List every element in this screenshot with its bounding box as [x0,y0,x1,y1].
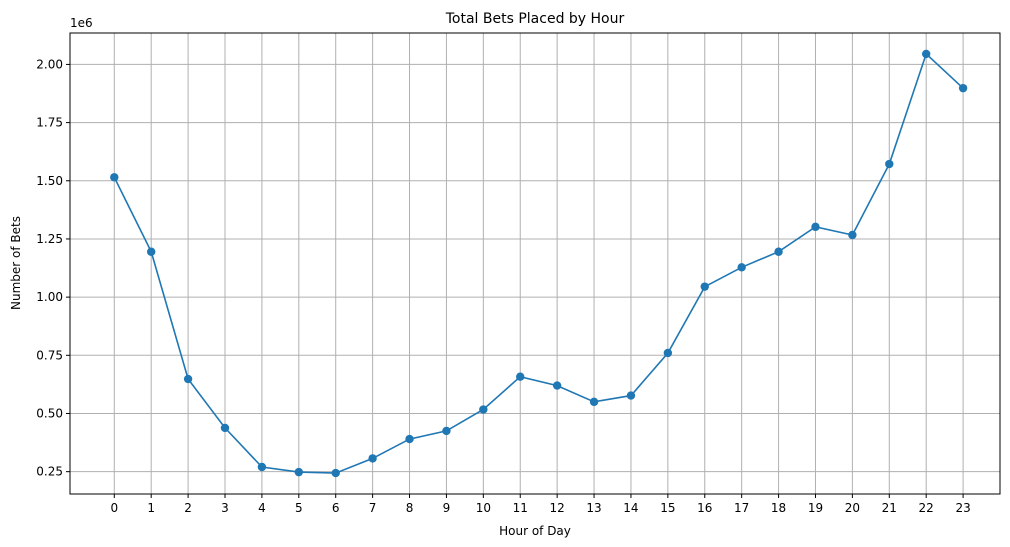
x-tick-label: 3 [221,501,229,515]
x-tick-label: 8 [406,501,414,515]
x-tick-label: 12 [550,501,565,515]
data-point-9 [442,426,451,436]
data-point-4 [257,462,267,472]
data-point-20 [848,230,857,240]
x-tick-label: 18 [771,501,786,515]
y-tick-label: 2.00 [36,57,63,71]
data-point-2 [183,374,193,384]
x-tick-label: 15 [660,501,675,515]
x-tick-label: 10 [476,501,491,515]
x-tick-label: 22 [919,501,934,515]
data-point-6 [331,468,340,478]
axes [66,32,1001,498]
x-tick-label: 4 [258,501,266,515]
x-tick-label: 13 [586,501,601,515]
data-point-13 [589,397,599,407]
x-tick-label: 5 [295,501,303,515]
data-point-22 [921,49,931,59]
data-point-21 [885,159,894,169]
data-point-19 [811,222,820,232]
data-point-11 [516,372,525,381]
data-point-7 [368,454,377,463]
y-tick-label: 1.00 [36,290,63,304]
y-tick-label: 1.75 [36,116,63,130]
data-point-17 [737,263,746,272]
x-tick-label: 9 [443,501,451,515]
tick-labels: 0 1 2 3 4 5 6 7 8 9 10 11 12 13 14 15 16 17 18 19 20 21 22 230.… [36,57,970,515]
series-layer [110,49,968,478]
x-tick-label: 21 [882,501,897,515]
data-point-0 [110,173,119,182]
grid-lines [70,33,1000,494]
x-tick-label: 6 [332,501,340,515]
data-point-3 [220,423,230,433]
x-axis-label: Hour of Day [499,524,571,538]
x-tick-label: 0 [110,501,118,515]
data-point-14 [626,391,636,400]
data-point-16 [700,282,709,291]
y-tick-label: 0.75 [36,348,63,362]
x-tick-label: 11 [513,501,528,515]
data-point-5 [294,467,304,477]
x-tick-label: 2 [184,501,192,515]
series-line [113,52,964,474]
y-tick-label: 1.50 [36,174,63,188]
data-point-23 [958,83,968,93]
plot-frame [69,32,1001,495]
x-tick-label: 19 [808,501,823,515]
y-axis-offset-label: 1e6 [70,16,93,30]
data-point-15 [663,348,673,358]
y-tick-label: 0.25 [36,465,63,479]
data-point-8 [405,434,414,444]
x-tick-label: 14 [623,501,638,515]
x-tick-label: 16 [697,501,712,515]
x-tick-label: 17 [734,501,749,515]
y-tick-label: 1.25 [36,232,63,246]
data-point-1 [146,247,156,256]
data-point-12 [552,381,562,390]
data-point-18 [774,247,783,256]
data-point-10 [479,405,488,414]
x-tick-label: 7 [369,501,377,515]
chart-title: Total Bets Placed by Hour [445,11,625,27]
x-tick-label: 20 [845,501,860,515]
y-tick-label: 0.50 [36,406,63,420]
x-tick-label: 1 [147,501,155,515]
x-tick-label: 23 [955,501,970,515]
y-axis-label: Number of Bets [9,216,23,310]
